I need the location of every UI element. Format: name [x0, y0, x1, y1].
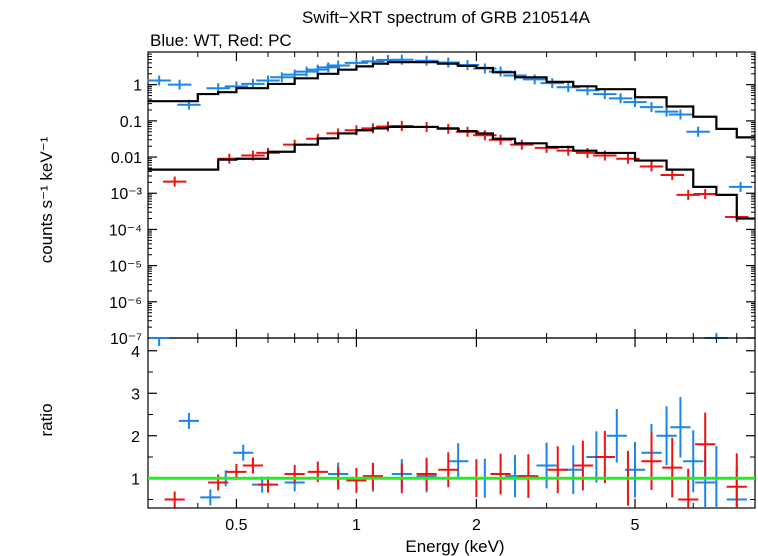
pc-point — [162, 176, 187, 187]
wt-ratio-point — [670, 396, 691, 458]
pc-ratio-point — [695, 412, 716, 476]
pc-point — [510, 139, 534, 150]
x-tick-label: 1 — [352, 517, 361, 534]
wt-point — [294, 66, 319, 77]
spectrum-ytick-label: 10⁻⁴ — [109, 222, 142, 239]
ratio-ytick-label: 3 — [131, 386, 140, 403]
wt-ratio-point — [448, 443, 469, 480]
wt-ratio-point — [683, 430, 704, 493]
ratio-ytick-label: 1 — [131, 471, 140, 488]
model-pc-line — [148, 125, 755, 220]
wt-point — [436, 57, 460, 68]
wt-point — [639, 102, 664, 113]
wt-ratio-point — [656, 406, 677, 466]
pc-ratio-point — [284, 465, 305, 483]
spectrum-ytick-label: 10⁻³ — [110, 186, 142, 203]
pc-ratio-point — [547, 446, 568, 494]
wt-point — [522, 74, 547, 85]
ratio-ytick-label: 4 — [131, 344, 140, 361]
pc-ratio-point — [594, 430, 615, 484]
spectrum-ytick-label: 1 — [133, 78, 142, 95]
pc-point — [616, 153, 640, 164]
wt-point — [728, 181, 753, 192]
pc-ratio-point — [164, 491, 185, 508]
x-axis-label: Energy (keV) — [405, 537, 504, 556]
pc-point — [693, 189, 717, 200]
wt-point — [686, 126, 710, 137]
chart-title: Swift−XRT spectrum of GRB 210514A — [302, 8, 591, 27]
wt-point — [414, 55, 439, 66]
pc-ratio-point — [362, 462, 383, 490]
wt-point — [147, 75, 171, 86]
wt-point — [593, 89, 617, 100]
pc-ratio-point — [641, 432, 662, 490]
wt-ratio-point — [178, 412, 200, 429]
y-axis-label-ratio: ratio — [37, 403, 56, 436]
ratio-panel: 1 2 3 4 0.5 1 2 5 — [131, 337, 756, 534]
x-tick-label: 0.5 — [225, 517, 247, 534]
wt-ratio-point — [536, 442, 557, 489]
ratio-frame — [147, 337, 756, 509]
pc-ratio-point — [416, 457, 437, 491]
wt-point — [608, 93, 633, 104]
spectrum-ytick-label: 0.01 — [111, 150, 142, 167]
y-axis-label-spectrum: counts s⁻¹ keV⁻¹ — [37, 136, 56, 263]
pc-ratio-point — [678, 468, 699, 508]
pc-ratio-point — [490, 453, 511, 495]
spectrum-ytick-label: 10⁻⁵ — [109, 259, 142, 276]
pc-ratio-point — [346, 467, 367, 493]
spectrum-ytick-label: 10⁻⁷ — [110, 331, 142, 348]
wt-point — [316, 62, 340, 73]
chart-subtitle: Blue: WT, Red: PC — [150, 31, 292, 50]
wt-point — [623, 97, 647, 108]
pc-point — [660, 169, 684, 180]
wt-point — [668, 109, 693, 120]
spectrum-ytick-label: 0.1 — [120, 114, 142, 131]
ratio-ytick-label: 2 — [131, 429, 140, 446]
wt-ratio-point — [200, 489, 221, 506]
pc-point — [639, 161, 664, 172]
wt-point — [540, 78, 564, 89]
spectrum-panel: 1 0.1 0.01 10⁻³ 10⁻⁴ 10⁻⁵ 10⁻⁶ 10⁻⁷ — [109, 51, 756, 348]
spectrum-ytick-label: 10⁻⁶ — [109, 295, 142, 312]
pc-ratio-point — [518, 454, 539, 499]
wt-point — [704, 333, 729, 339]
spectrum-frame — [147, 51, 756, 339]
model-wt-line — [148, 61, 755, 139]
wt-ratio-point — [233, 444, 254, 461]
wt-point — [270, 72, 294, 83]
x-tick-label: 5 — [631, 517, 640, 534]
pc-ratio-point — [242, 457, 264, 474]
pc-ratio-point — [572, 440, 593, 491]
wt-ratio-point — [149, 337, 170, 346]
pc-ratio-point — [726, 453, 747, 508]
pc-ratio-point — [438, 452, 459, 488]
pc-ratio-point — [662, 437, 683, 498]
wt-ratio-point — [606, 408, 627, 463]
x-tick-label: 2 — [472, 517, 481, 534]
wt-point — [654, 106, 679, 117]
wt-point — [167, 79, 192, 90]
